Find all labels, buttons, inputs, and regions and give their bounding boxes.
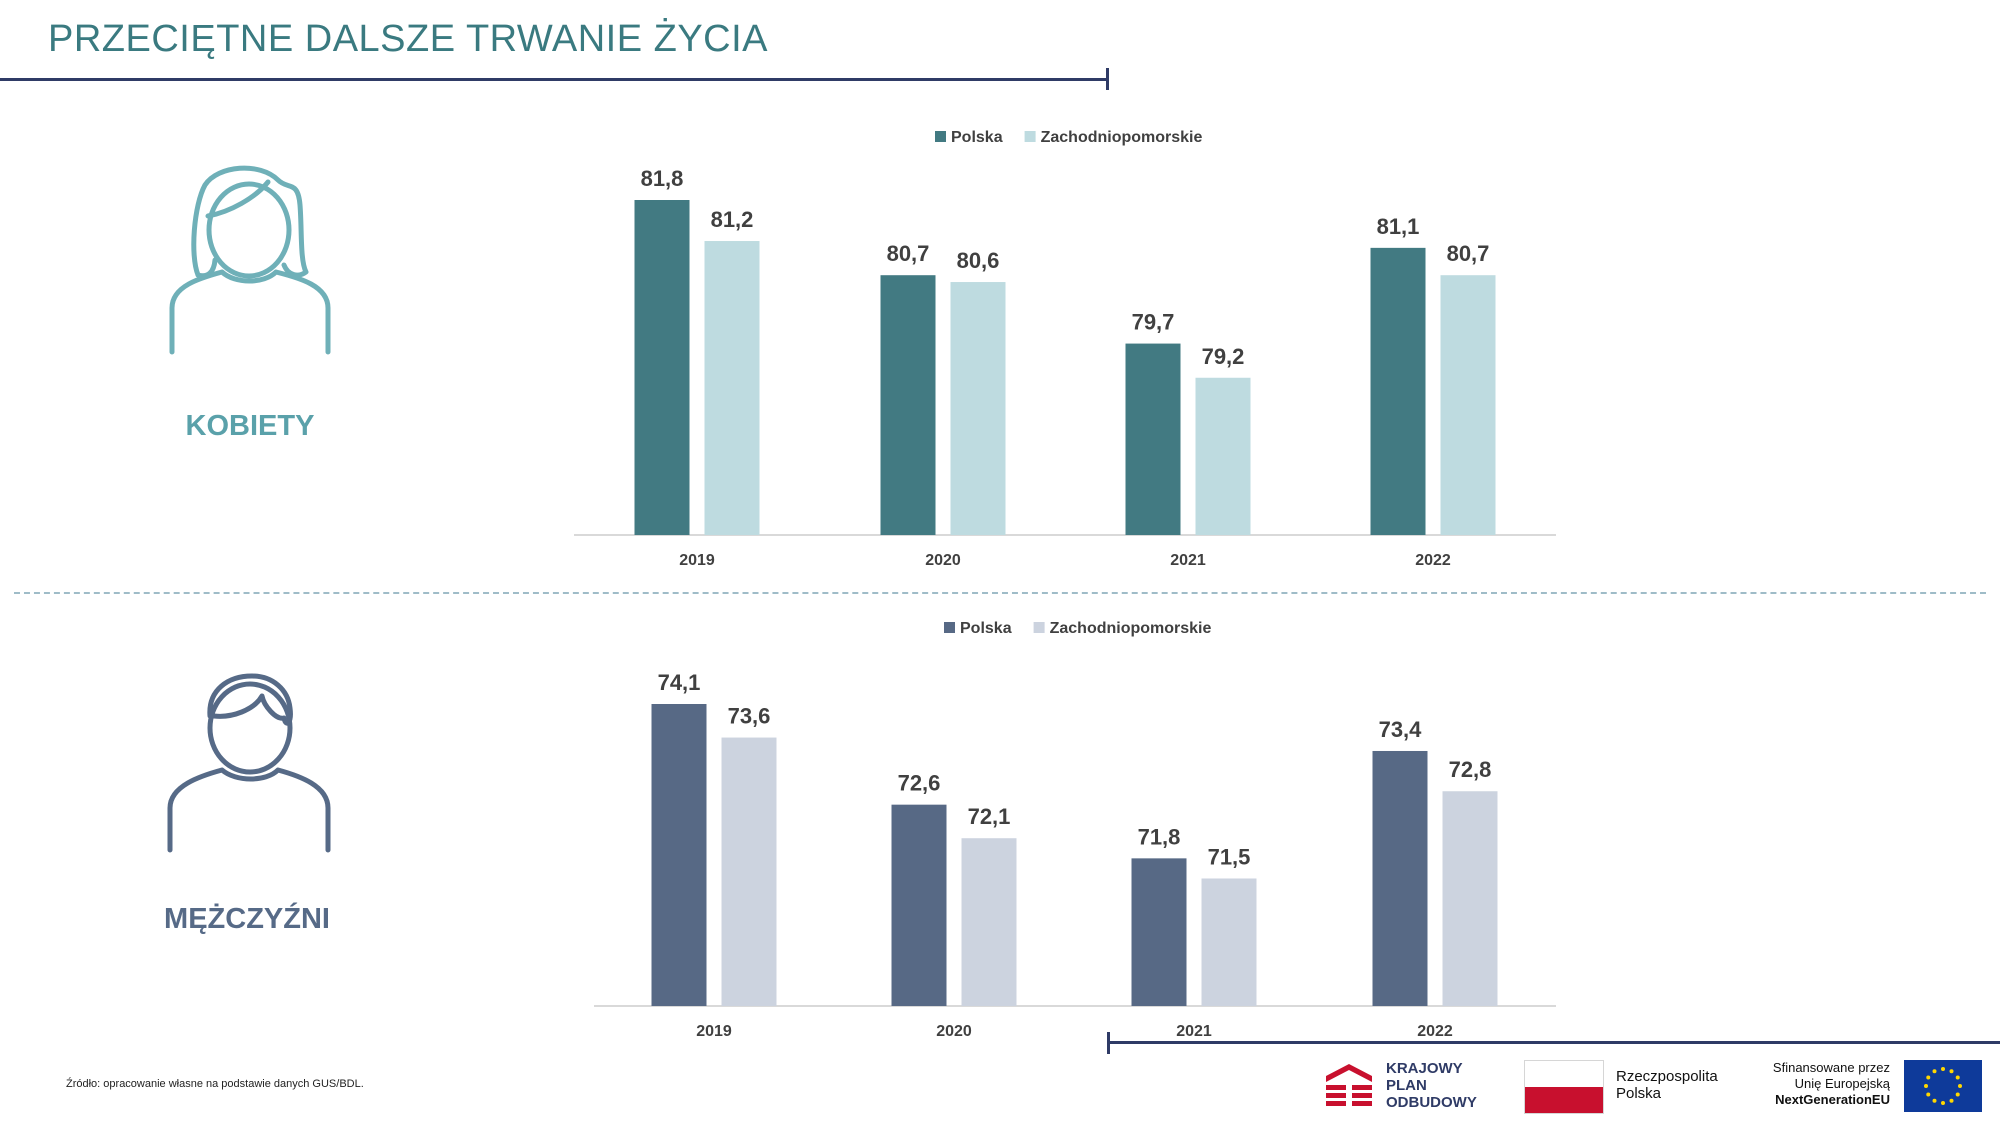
women-legend-swatch (1024, 131, 1036, 142)
women-data-label: 80,6 (957, 248, 1000, 273)
footer-rule-tick (1107, 1032, 1110, 1054)
eu-star (1926, 1092, 1931, 1097)
rp-logo-text: Rzeczpospolita Polska (1616, 1068, 1718, 1102)
eu-funding-text: Sfinansowane przez Unię Europejską NextG… (1772, 1060, 1890, 1107)
men-data-label: 71,8 (1138, 824, 1181, 849)
eu-star (1941, 1101, 1945, 1105)
women-data-label: 80,7 (887, 241, 930, 266)
men-bar-region-2020 (961, 838, 1017, 1006)
men-data-label: 73,6 (728, 704, 771, 729)
footer-rule (1108, 1041, 2000, 1044)
title-underline-tick (1106, 68, 1109, 90)
source-note: Źródło: opracowanie własne na podstawie … (66, 1078, 364, 1090)
women-legend-label: Polska (951, 129, 1003, 146)
men-data-label: 73,4 (1379, 717, 1423, 742)
eu-star (1949, 1098, 1954, 1103)
women-bar-polska-2019 (634, 200, 690, 535)
men-bar-polska-2022 (1372, 750, 1428, 1006)
men-data-label: 72,1 (968, 804, 1011, 829)
women-data-label: 79,2 (1202, 344, 1245, 369)
men-bar-polska-2019 (651, 704, 707, 1006)
men-legend-swatch (1033, 622, 1045, 633)
women-bar-polska-2022 (1370, 247, 1426, 535)
women-legend-swatch (935, 131, 946, 142)
polish-flag-icon (1524, 1060, 1604, 1114)
women-data-label: 79,7 (1132, 310, 1175, 335)
men-x-tick-label: 2019 (696, 1023, 732, 1040)
women-bar-polska-2020 (880, 275, 936, 535)
women-x-tick-label: 2022 (1415, 552, 1451, 569)
women-data-label: 81,2 (711, 207, 754, 232)
women-x-tick-label: 2019 (679, 552, 715, 569)
eu-star (1924, 1084, 1928, 1088)
men-legend-label: Zachodniopomorskie (1050, 620, 1212, 637)
eu-star (1955, 1075, 1960, 1080)
men-legend-label: Polska (960, 620, 1012, 637)
women-legend-label: Zachodniopomorskie (1041, 129, 1203, 146)
men-legend-swatch (944, 622, 955, 633)
eu-star (1932, 1069, 1937, 1074)
women-data-label: 81,8 (641, 166, 684, 191)
man-user-icon (167, 673, 331, 853)
men-bar-polska-2020 (891, 804, 947, 1006)
men-data-label: 71,5 (1208, 844, 1251, 869)
eu-star (1926, 1075, 1931, 1080)
woman-user-icon (169, 165, 331, 355)
women-data-label: 80,7 (1447, 241, 1490, 266)
eu-star (1941, 1067, 1945, 1071)
men-label: MĘŻCZYŹNI (164, 903, 330, 935)
women-data-label: 81,1 (1377, 214, 1420, 239)
eu-flag-icon (1904, 1060, 1982, 1112)
men-bar-region-2019 (721, 737, 777, 1006)
section-separator (14, 592, 1986, 594)
women-x-tick-label: 2021 (1170, 552, 1206, 569)
men-bar-region-2021 (1201, 878, 1257, 1006)
women-x-tick-label: 2020 (925, 552, 961, 569)
kpo-logo-text: KRAJOWY PLAN ODBUDOWY (1386, 1060, 1477, 1111)
women-bar-region-2022 (1440, 275, 1496, 535)
men-data-label: 74,1 (658, 670, 701, 695)
eu-star (1958, 1084, 1962, 1088)
men-bar-region-2022 (1442, 791, 1498, 1006)
men-data-label: 72,6 (898, 771, 941, 796)
women-bar-region-2019 (704, 241, 760, 536)
page-title: PRZECIĘTNE DALSZE TRWANIE ŻYCIA (48, 18, 769, 60)
eu-star (1932, 1098, 1937, 1103)
women-bar-polska-2021 (1125, 343, 1181, 535)
men-data-label: 72,8 (1449, 757, 1492, 782)
men-x-tick-label: 2021 (1176, 1023, 1212, 1040)
women-bar-region-2021 (1195, 377, 1251, 535)
men-x-tick-label: 2020 (936, 1023, 972, 1040)
men-bar-polska-2021 (1131, 858, 1187, 1006)
eu-star (1949, 1069, 1954, 1074)
men-x-tick-label: 2022 (1417, 1023, 1453, 1040)
title-underline (0, 78, 1108, 81)
women-label: KOBIETY (185, 410, 315, 442)
kpo-logo-icon (1326, 1064, 1372, 1106)
women-bar-region-2020 (950, 282, 1006, 535)
eu-star (1955, 1092, 1960, 1097)
